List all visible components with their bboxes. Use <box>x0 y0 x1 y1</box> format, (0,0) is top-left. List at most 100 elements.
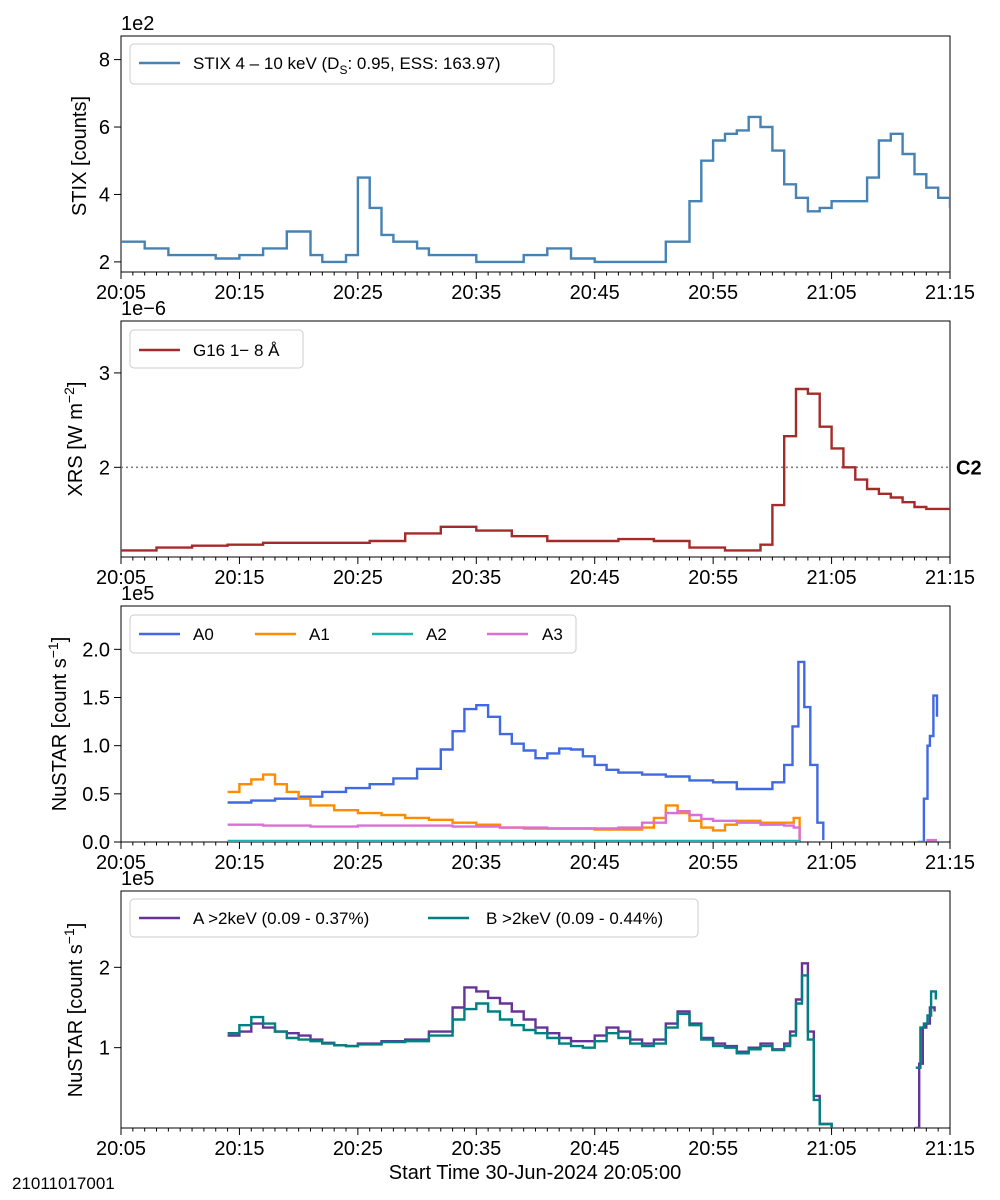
x-tick-label: 21:05 <box>807 282 857 304</box>
series-line-nustar-a-3 <box>227 810 801 841</box>
x-tick-label: 20:55 <box>688 1138 738 1160</box>
series-line-nustar-ab-0 <box>227 962 833 1128</box>
series-line-nustar-a-0 <box>227 660 825 841</box>
multiplier-stix: 1e2 <box>121 13 154 35</box>
panel-nustar-a: 20:05 20:15 20:25 20:35 20:45 20:55 21:05 21:15… <box>45 583 975 874</box>
y-tick-label: 3 <box>99 363 110 385</box>
x-tick-label: 20:45 <box>570 282 620 304</box>
x-tick-label: 20:55 <box>688 282 738 304</box>
y-axis-label-nustar-ab-tail: ] <box>65 923 87 929</box>
legend-nustar-a: A0 A1 A2 A3 <box>129 614 577 654</box>
x-tick-label: 20:35 <box>451 1138 501 1160</box>
legend-entry-a0: A0 <box>193 625 214 644</box>
x-tick-label: 20:35 <box>451 567 501 589</box>
legend-xrs: G16 1− 8 Å <box>129 329 304 369</box>
multiplier-nustar-a: 1e5 <box>121 583 154 605</box>
y-tick-label: 6 <box>99 117 110 139</box>
y-axis-label-nustar-a-sup: −1 <box>45 642 61 658</box>
x-ticks-xrs: 20:05 20:15 20:25 20:35 20:45 20:55 21:05 21:15 <box>96 557 975 589</box>
legend-stix: STIX 4 – 10 keV (DS: 0.95, ESS: 163.97) <box>129 43 555 85</box>
legend-entry-stix-main: STIX 4 – 10 keV (D <box>193 54 339 73</box>
x-tick-label: 20:45 <box>570 852 620 874</box>
y-axis-label-nustar-ab-sup: −1 <box>61 928 77 944</box>
x-tick-label: 21:05 <box>807 567 857 589</box>
panel-xrs: 20:05 20:15 20:25 20:35 20:45 20:55 21:05 21:15… <box>61 298 982 589</box>
x-ticks-stix: 20:05 20:15 20:25 20:35 20:45 20:55 21:05 21:15 <box>96 272 975 304</box>
x-ticks-nustar-a: 20:05 20:15 20:25 20:35 20:45 20:55 21:05 21:15 <box>96 842 975 874</box>
c2-reference-label: C2 <box>956 457 982 479</box>
x-tick-label: 20:05 <box>96 852 146 874</box>
y-tick-label: 0.0 <box>82 832 110 854</box>
legend-entry-a-2kev: A >2keV (0.09 - 0.37%) <box>193 909 369 928</box>
x-tick-label: 20:05 <box>96 282 146 304</box>
x-tick-label: 20:35 <box>451 852 501 874</box>
x-axis-label: Start Time 30-Jun-2024 20:05:00 <box>389 1162 681 1184</box>
legend-box-nustar-ab <box>129 898 699 938</box>
x-tick-label: 20:25 <box>333 852 383 874</box>
x-tick-label: 20:45 <box>570 567 620 589</box>
series-lines-nustar-a <box>227 660 939 842</box>
series-line-nustar-ab-1 <box>227 974 833 1128</box>
x-tick-label: 21:05 <box>807 1138 857 1160</box>
legend-box-stix <box>129 43 555 85</box>
multiplier-nustar-ab: 1e5 <box>121 868 154 890</box>
y-axis-label-nustar-a: NuSTAR [count s−1] <box>45 637 71 812</box>
series-line-stix-0 <box>121 115 950 264</box>
multiplier-xrs: 1e−6 <box>121 298 166 320</box>
legend-entry-a1: A1 <box>309 625 330 644</box>
x-tick-label: 21:05 <box>807 852 857 874</box>
legend-entry-stix-tail: : 0.95, ESS: 163.97) <box>347 54 500 73</box>
y-tick-label: 8 <box>99 50 110 72</box>
x-tick-label: 20:25 <box>333 567 383 589</box>
legend-entry-stix: STIX 4 – 10 keV (DS: 0.95, ESS: 163.97) <box>193 54 501 77</box>
x-tick-label: 20:45 <box>570 1138 620 1160</box>
y-axis-label-nustar-a-tail: ] <box>49 637 71 643</box>
x-tick-label: 20:25 <box>333 1138 383 1160</box>
x-tick-label: 20:55 <box>688 567 738 589</box>
y-axis-label-nustar-ab: NuSTAR [count s−1] <box>61 923 87 1098</box>
y-tick-label: 2 <box>99 457 110 479</box>
x-ticks-nustar-ab: 20:05 20:15 20:25 20:35 20:45 20:55 21:05 21:15 <box>96 1128 975 1160</box>
x-tick-label: 21:15 <box>925 1138 975 1160</box>
series-lines-stix <box>121 115 950 264</box>
x-tick-label: 20:55 <box>688 852 738 874</box>
x-tick-label: 20:15 <box>214 282 264 304</box>
y-ticks-xrs: 23 <box>99 363 121 479</box>
y-axis-label-xrs-sup: −2 <box>61 387 77 403</box>
legend-entry-b-2kev: B >2keV (0.09 - 0.44%) <box>486 909 663 928</box>
x-tick-label: 21:15 <box>925 852 975 874</box>
y-ticks-nustar-ab: 12 <box>99 957 121 1060</box>
legend-entry-stix-sub: S <box>339 63 347 77</box>
y-axis-label-xrs: XRS [W m−2] <box>61 382 87 497</box>
x-tick-label: 21:15 <box>925 282 975 304</box>
y-tick-label: 0.5 <box>82 784 110 806</box>
panel-stix: 20:05 20:15 20:25 20:35 20:45 20:55 21:05 21:15… <box>69 13 975 304</box>
series-lines-nustar-ab <box>227 962 937 1128</box>
x-tick-label: 20:15 <box>214 1138 264 1160</box>
series-line-nustar-ab-1 <box>915 990 937 1069</box>
x-tick-label: 20:15 <box>214 852 264 874</box>
panel-nustar-ab: 20:05 20:15 20:25 20:35 20:45 20:55 21:05 21:15… <box>61 868 975 1160</box>
y-ticks-stix: 2 4 6 8 <box>99 50 121 274</box>
series-line-nustar-a-1 <box>227 773 801 841</box>
y-tick-label: 2 <box>99 252 110 274</box>
legend-box-nustar-a <box>129 614 577 654</box>
x-tick-label: 21:15 <box>925 567 975 589</box>
y-tick-label: 4 <box>99 184 110 206</box>
series-line-nustar-a-2 <box>227 839 801 842</box>
legend-entry-xrs: G16 1− 8 Å <box>193 341 280 360</box>
y-tick-label: 2 <box>99 957 110 979</box>
series-line-xrs-0 <box>121 387 950 552</box>
y-tick-label: 1.5 <box>82 688 110 710</box>
legend-entry-a2: A2 <box>426 625 447 644</box>
y-axis-label-xrs-tail: ] <box>65 382 87 388</box>
legend-box-xrs <box>129 329 304 369</box>
series-line-nustar-a-0 <box>918 694 939 842</box>
y-axis-label-nustar-a-main: NuSTAR [count s <box>49 658 71 811</box>
legend-entry-a3: A3 <box>542 625 563 644</box>
y-axis-label-xrs-main: XRS [W m <box>65 403 87 496</box>
y-axis-label-stix: STIX [counts] <box>69 96 91 216</box>
x-tick-label: 20:05 <box>96 567 146 589</box>
series-lines-xrs <box>121 387 950 552</box>
x-tick-label: 20:15 <box>214 567 264 589</box>
